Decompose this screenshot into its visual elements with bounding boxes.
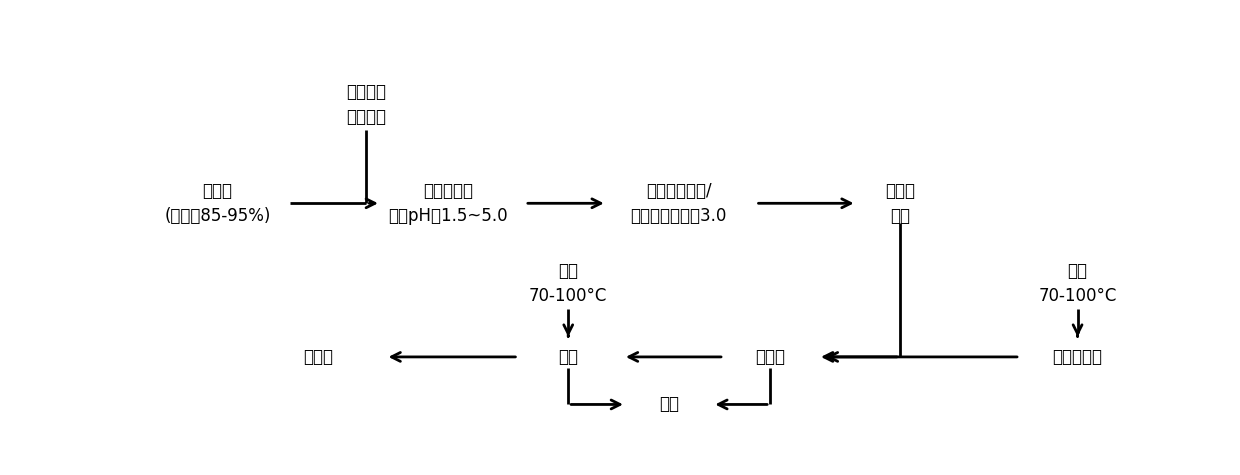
Text: 蓝藻饼: 蓝藻饼	[304, 348, 334, 366]
Text: 压榨: 压榨	[558, 348, 578, 366]
Text: 添加多价
阳离子盐: 添加多价 阳离子盐	[346, 83, 387, 126]
Text: 板框机预热: 板框机预热	[1053, 348, 1102, 366]
Text: 滤液: 滤液	[660, 396, 680, 413]
Text: 蓝藻泥
(含水率85-95%): 蓝藻泥 (含水率85-95%)	[164, 182, 270, 225]
Text: 热水
70-100°C: 热水 70-100°C	[1038, 262, 1117, 305]
Text: 热压滤: 热压滤	[755, 348, 785, 366]
Text: 加热、搅拌
调节pH至1.5~5.0: 加热、搅拌 调节pH至1.5~5.0	[388, 182, 508, 225]
Text: 检测储能模量/
损耗模量比小于3.0: 检测储能模量/ 损耗模量比小于3.0	[631, 182, 727, 225]
Text: 热水
70-100°C: 热水 70-100°C	[529, 262, 608, 305]
Text: 蓝藻泥
泵入: 蓝藻泥 泵入	[885, 182, 915, 225]
